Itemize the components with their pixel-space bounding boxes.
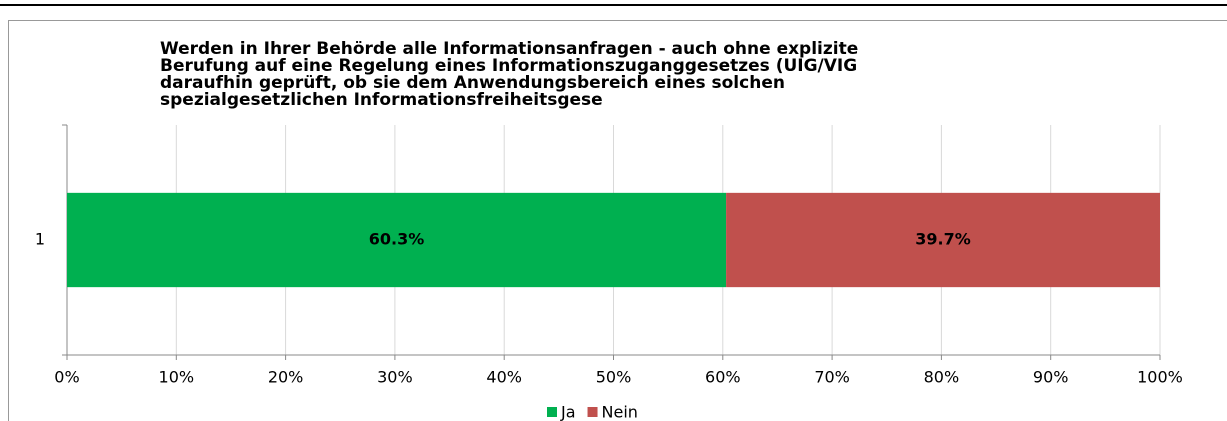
x-tick-label: 70% bbox=[814, 368, 850, 387]
data-label: 60.3% bbox=[369, 230, 425, 249]
y-tick-label: 1 bbox=[35, 230, 45, 249]
x-tick-label: 90% bbox=[1033, 368, 1069, 387]
bar-segment bbox=[726, 192, 1160, 288]
legend-label: Ja bbox=[560, 403, 576, 421]
x-tick-label: 40% bbox=[486, 368, 522, 387]
legend-label: Nein bbox=[602, 403, 638, 421]
chart-title: spezialgesetzlichen Informationsfreiheit… bbox=[160, 90, 603, 110]
legend-swatch bbox=[587, 407, 598, 417]
x-tick-label: 20% bbox=[268, 368, 304, 387]
x-tick-label: 80% bbox=[924, 368, 960, 387]
chart-title: Werden in Ihrer Behörde alle Information… bbox=[160, 39, 858, 59]
chart-frame bbox=[8, 20, 1227, 421]
x-tick-label: 100% bbox=[1137, 368, 1183, 387]
legend-swatch bbox=[547, 407, 557, 417]
x-tick-label: 60% bbox=[705, 368, 741, 387]
x-tick-label: 0% bbox=[54, 368, 79, 387]
chart-title: Berufung auf eine Regelung eines Informa… bbox=[160, 56, 857, 76]
x-tick-label: 10% bbox=[159, 368, 195, 387]
chart-title: daraufhin geprüft, ob sie dem Anwendungs… bbox=[160, 73, 785, 93]
x-tick-label: 50% bbox=[596, 368, 632, 387]
bar-segment bbox=[67, 192, 727, 288]
x-tick-label: 30% bbox=[377, 368, 413, 387]
data-label: 39.7% bbox=[915, 230, 971, 249]
